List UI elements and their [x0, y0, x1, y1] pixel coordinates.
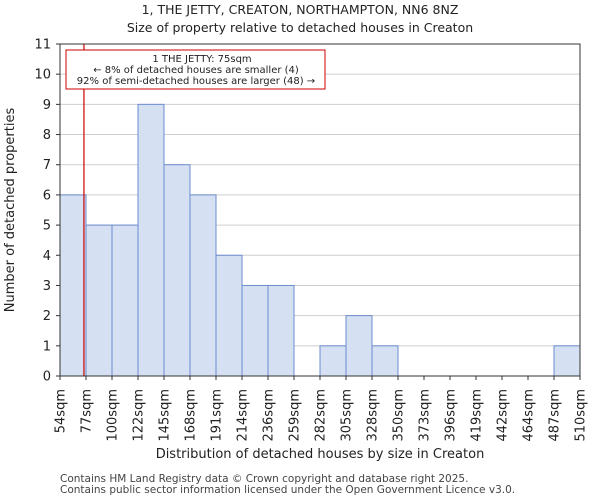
x-tick-label: 236sqm — [262, 389, 277, 442]
y-tick-label: 8 — [43, 128, 51, 143]
x-tick-label: 373sqm — [418, 389, 433, 442]
y-tick-label: 0 — [43, 370, 51, 385]
histogram-bar — [59, 194, 87, 377]
x-tick-label: 305sqm — [340, 389, 355, 442]
chart-subtitle: Size of property relative to detached ho… — [127, 20, 473, 35]
histogram-bar — [215, 254, 243, 377]
x-tick-label: 487sqm — [548, 389, 563, 442]
y-tick-label: 1 — [43, 339, 51, 354]
x-tick-label: 442sqm — [496, 389, 511, 442]
histogram-bar — [137, 103, 165, 377]
histogram-bar — [163, 164, 191, 377]
y-tick-label: 7 — [43, 158, 51, 173]
histogram-bar — [553, 345, 581, 377]
annotation-line-1: 1 THE JETTY: 75sqm — [152, 54, 251, 65]
x-tick-label: 259sqm — [288, 389, 303, 442]
y-tick-label: 2 — [43, 309, 51, 324]
annotation-line-3: 92% of semi-detached houses are larger (… — [77, 76, 315, 87]
histogram-bar — [345, 315, 373, 377]
bars — [59, 103, 581, 377]
x-tick-label: 282sqm — [314, 389, 329, 442]
y-tick-label: 11 — [34, 38, 51, 53]
histogram-bar — [241, 284, 269, 377]
histogram-bar — [319, 345, 347, 377]
y-tick-label: 6 — [43, 188, 51, 203]
annotation-box: 1 THE JETTY: 75sqm ← 8% of detached hous… — [65, 49, 326, 90]
annotation-line-2: ← 8% of detached houses are smaller (4) — [93, 65, 299, 76]
footer-line-1: Contains HM Land Registry data © Crown c… — [60, 473, 469, 485]
x-tick-label: 328sqm — [366, 389, 381, 442]
chart-title: 1, THE JETTY, CREATON, NORTHAMPTON, NN6 … — [142, 2, 459, 17]
x-axis-label: Distribution of detached houses by size … — [156, 447, 485, 462]
y-axis-label: Number of detached properties — [3, 108, 18, 313]
y-tick-label: 5 — [43, 219, 51, 234]
x-tick-label: 77sqm — [80, 389, 95, 433]
x-tick-label: 464sqm — [522, 389, 537, 442]
y-tick-label: 3 — [43, 279, 51, 294]
x-tick-label: 419sqm — [470, 389, 485, 442]
histogram-bar — [111, 224, 139, 377]
footer-line-2: Contains public sector information licen… — [60, 484, 516, 496]
x-tick-label: 122sqm — [132, 389, 147, 442]
y-axis-ticks: 0 1 2 3 4 5 6 7 8 9 10 11 — [34, 38, 60, 385]
x-tick-label: 396sqm — [444, 389, 459, 442]
x-tick-label: 510sqm — [574, 389, 589, 442]
histogram-bar — [371, 345, 399, 377]
histogram-bar — [267, 284, 295, 377]
x-tick-label: 214sqm — [236, 389, 251, 442]
histogram-bar — [85, 224, 113, 377]
y-tick-label: 9 — [43, 98, 51, 113]
histogram-bar — [189, 194, 217, 377]
x-axis-ticks: 54sqm 77sqm 100sqm 122sqm 145sqm 168sqm 191sqm… — [54, 376, 589, 442]
x-tick-label: 54sqm — [54, 389, 69, 433]
y-tick-label: 4 — [43, 249, 51, 264]
x-tick-label: 191sqm — [210, 389, 225, 442]
x-tick-label: 100sqm — [106, 389, 121, 442]
y-tick-label: 10 — [34, 68, 51, 83]
x-tick-label: 350sqm — [392, 389, 407, 442]
x-tick-label: 145sqm — [158, 389, 173, 442]
x-tick-label: 168sqm — [184, 389, 199, 442]
